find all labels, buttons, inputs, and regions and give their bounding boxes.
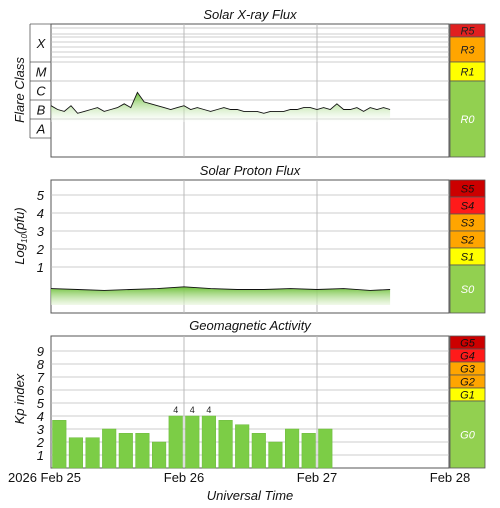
kp-ylabel: Kp index: [12, 373, 27, 424]
proton-scale-label: S3: [461, 218, 475, 230]
kp-scale-label: G4: [460, 351, 475, 363]
xray-ylabel: Flare Class: [12, 57, 27, 123]
kp-scale-label: G0: [460, 430, 476, 442]
proton-ytick: 3: [37, 224, 45, 239]
kp-bar: [68, 437, 83, 469]
kp-bar: [152, 441, 167, 469]
kp-title: Geomagnetic Activity: [189, 318, 312, 333]
kp-scale-label: G3: [460, 364, 476, 376]
x-tick-label: 2026 Feb 25: [8, 470, 81, 485]
xray-plot-area: [50, 23, 450, 158]
xray-class-label: A: [36, 122, 46, 137]
xray-scale-label: R3: [460, 45, 475, 57]
kp-scale-cell: [449, 400, 486, 469]
proton-line: [50, 286, 391, 291]
kp-ytick: 9: [37, 344, 44, 359]
kp-bar: [285, 428, 300, 469]
kp-bar-label: 4: [206, 405, 211, 415]
proton-ytick: 5: [37, 188, 45, 203]
xray-title: Solar X-ray Flux: [203, 7, 297, 22]
kp-bar: [85, 437, 100, 469]
kp-bar: [52, 420, 67, 469]
kp-scale-label: G1: [460, 390, 475, 402]
proton-scale-cell: [449, 264, 486, 314]
xray-area: [51, 92, 391, 122]
xray-scale-label: R5: [460, 26, 475, 38]
kp-ytick: 4: [37, 409, 44, 424]
proton-area: [51, 286, 391, 305]
kp-ytick: 8: [37, 357, 45, 372]
kp-ytick: 3: [37, 422, 45, 437]
kp-bar: [268, 441, 283, 469]
kp-bar: [301, 433, 316, 469]
kp-ytick: 2: [36, 435, 45, 450]
kp-bar: [185, 415, 200, 469]
kp-bar: [218, 420, 233, 469]
kp-plot-area: [50, 335, 450, 469]
kp-bar: [235, 424, 250, 469]
kp-bar: [168, 415, 183, 469]
x-tick-label: Feb 26: [164, 470, 204, 485]
proton-scale-label: S5: [461, 184, 475, 196]
kp-bar: [251, 433, 266, 469]
xray-class-label: B: [37, 103, 46, 118]
proton-panel: 5 4 3 2 1 S5 S4 S3 S2 S1 S0: [36, 179, 486, 314]
xray-class-label: X: [36, 36, 47, 51]
kp-bar: [201, 415, 216, 469]
kp-ytick: 7: [37, 370, 45, 385]
proton-ytick: 2: [36, 242, 45, 257]
x-axis-label: Universal Time: [207, 488, 294, 503]
kp-bar: [118, 433, 133, 469]
kp-ytick: 6: [37, 383, 45, 398]
xray-class-label: M: [36, 65, 47, 80]
x-axis-ticks: 2026 Feb 25 Feb 26 Feb 27 Feb 28: [8, 470, 470, 485]
kp-bar-label: 4: [173, 405, 178, 415]
xray-scale-cell: [449, 80, 486, 158]
proton-ytick: 4: [37, 206, 44, 221]
kp-ytick: 5: [37, 396, 45, 411]
kp-scale-label: G5: [460, 338, 476, 350]
xray-scale-cell: [449, 36, 486, 63]
kp-ytick: 1: [37, 448, 44, 463]
proton-ylabel: Log10(pfu): [12, 207, 29, 264]
xray-line: [50, 91, 391, 114]
proton-scale-label: S1: [461, 252, 474, 264]
xray-scale-label: R1: [460, 67, 474, 79]
x-tick-label: Feb 27: [297, 470, 337, 485]
kp-bar: [318, 428, 333, 469]
kp-bar: [102, 428, 117, 469]
proton-title: Solar Proton Flux: [200, 163, 301, 178]
proton-scale-label: S0: [461, 284, 475, 296]
xray-scale-label: R0: [460, 114, 475, 126]
kp-bar: [135, 433, 150, 469]
kp-scale-label: G2: [460, 377, 475, 389]
xray-class-label: C: [36, 84, 46, 99]
kp-bar-label: 4: [190, 405, 195, 415]
proton-scale-label: S2: [461, 235, 474, 247]
proton-scale-label: S4: [461, 201, 474, 213]
proton-ytick: 1: [37, 260, 44, 275]
x-tick-label: Feb 28: [430, 470, 470, 485]
